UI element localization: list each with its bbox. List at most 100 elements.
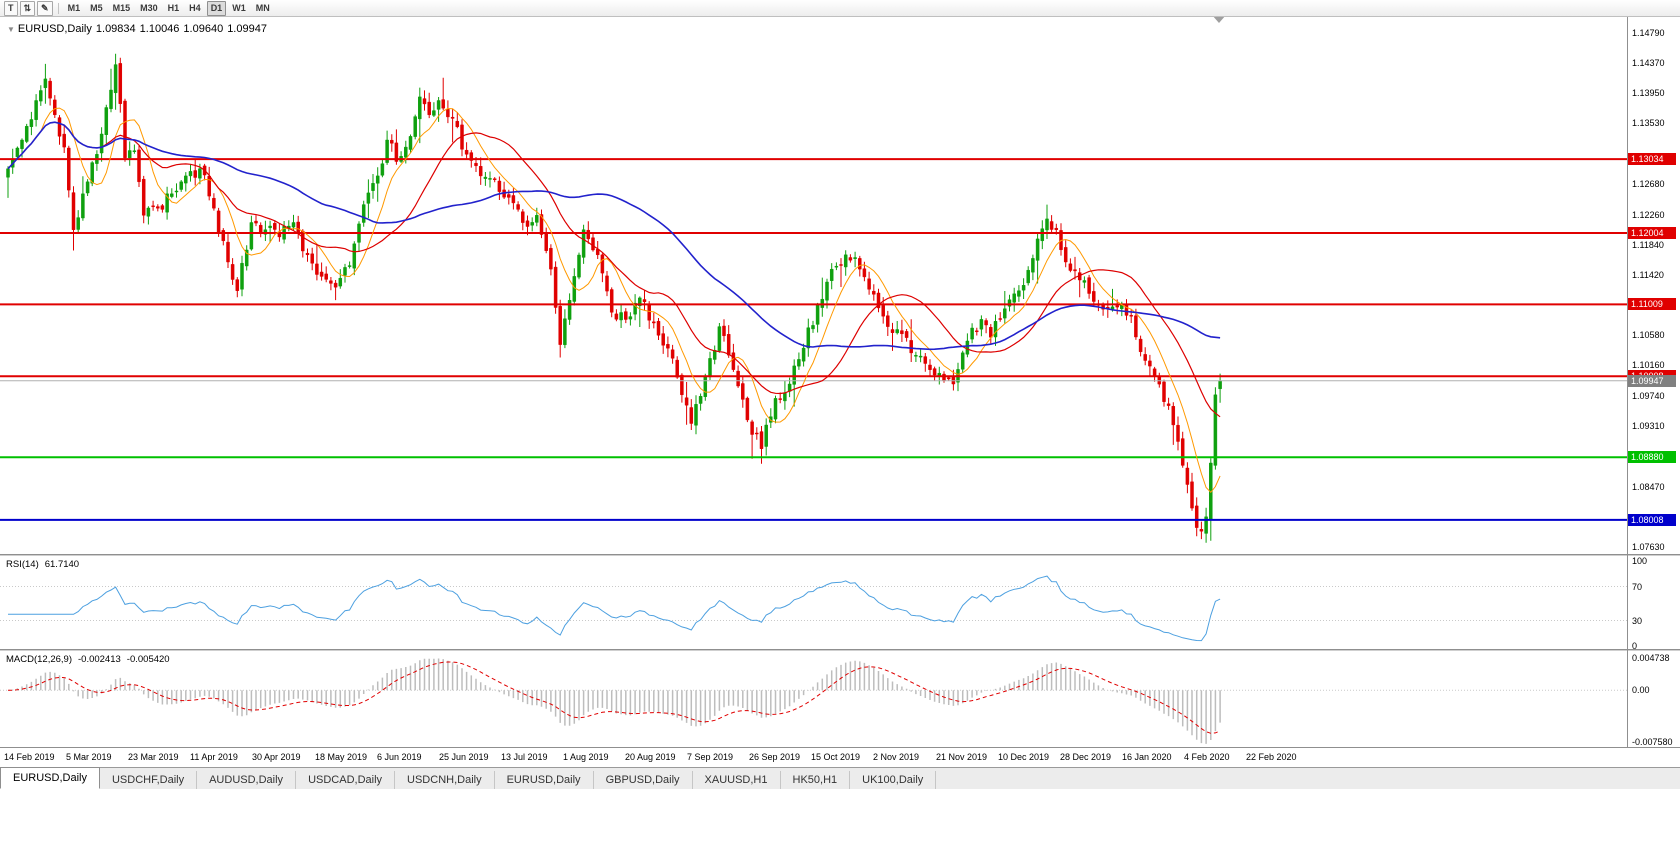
price-chart-pane[interactable]	[0, 17, 1680, 554]
down-candle-bodies	[48, 63, 1204, 532]
timeframe-button-m15[interactable]: M15	[112, 2, 131, 13]
date-axis-label: 10 Dec 2019	[998, 752, 1050, 762]
chart-toolbar: T ⇅ ✎ M1 M5 M15 M30 H1 H4 D1 W1 MN	[0, 0, 1680, 17]
macd-main-value: -0.002413	[78, 654, 121, 665]
moving-average-21-line	[7, 121, 1221, 418]
rsi-axis-tick: 0	[1632, 641, 1638, 651]
ohlc-low-value: 1.09640	[183, 23, 224, 35]
timeframe-button-mn[interactable]: MN	[255, 2, 270, 13]
date-axis-label: 28 Dec 2019	[1060, 752, 1112, 762]
chart-shift-marker[interactable]	[1212, 15, 1226, 23]
date-axis-label: 21 Nov 2019	[936, 752, 988, 762]
rsi-pane-header: RSI(14) 61.7140	[6, 559, 85, 570]
chart-tab-5-eurusd-daily[interactable]: EURUSD,Daily	[495, 771, 594, 789]
macd-signal-line	[7, 661, 1221, 734]
price-axis-tick: 1.14370	[1632, 58, 1665, 68]
bid-price-label: 1.09947	[1628, 375, 1676, 387]
toolbar-separator	[57, 2, 59, 14]
date-axis-label: 1 Aug 2019	[563, 752, 609, 762]
price-level-label-1.08008: 1.08008	[1628, 514, 1676, 526]
timeframe-button-m5[interactable]: M5	[90, 2, 103, 13]
chart-tab-7-xauusd-h1[interactable]: XAUUSD,H1	[693, 771, 781, 789]
one-click-trading-arrow-icon[interactable]: ▼	[7, 25, 15, 34]
macd-pane-header: MACD(12,26,9) -0.002413 -0.005420	[6, 654, 176, 665]
price-axis-border	[1627, 17, 1628, 747]
price-level-label-1.13034: 1.13034	[1628, 153, 1676, 165]
date-axis-label: 25 Jun 2019	[439, 752, 489, 762]
cursor-mode-tool-button[interactable]: ⇅	[19, 0, 36, 16]
date-axis-label: 15 Oct 2019	[811, 752, 861, 762]
date-axis-label: 16 Jan 2020	[1122, 752, 1172, 762]
rsi-axis-tick: 30	[1632, 616, 1643, 626]
price-axis-tick: 1.13530	[1632, 118, 1665, 128]
templates-tool-button[interactable]: T	[4, 0, 18, 16]
price-level-label-1.11009: 1.11009	[1628, 298, 1676, 310]
timeframe-button-h4[interactable]: H4	[189, 2, 201, 13]
date-axis-label: 20 Aug 2019	[625, 752, 676, 762]
pane-separator-macd[interactable]	[0, 649, 1680, 651]
rsi-indicator-name: RSI(14)	[6, 559, 39, 570]
chart-tab-2-audusd-daily[interactable]: AUDUSD,Daily	[197, 771, 297, 789]
pane-separator-rsi[interactable]	[0, 554, 1680, 556]
price-axis-tick: 1.09740	[1632, 391, 1665, 401]
timeframe-button-h1[interactable]: H1	[167, 2, 180, 13]
up-candle-wicks	[7, 53, 1221, 543]
date-axis-label: 5 Mar 2019	[66, 752, 112, 762]
chart-tab-0-eurusd-daily[interactable]: EURUSD,Daily	[0, 767, 100, 789]
chart-tabs-bar: EURUSD,Daily USDCHF,Daily AUDUSD,Daily USDC…	[0, 767, 1680, 789]
macd-indicator-name: MACD(12,26,9)	[6, 654, 72, 665]
price-level-label-1.12004: 1.12004	[1628, 227, 1676, 239]
ohlc-high-value: 1.10046	[139, 23, 180, 35]
moving-average-55-line	[7, 121, 1221, 351]
date-axis-label: 22 Feb 2020	[1246, 752, 1297, 762]
moving-average-8-line	[7, 107, 1221, 494]
price-axis-tick: 1.13950	[1632, 88, 1665, 98]
price-axis-tick: 1.10580	[1632, 330, 1665, 340]
timeframe-button-m1[interactable]: M1	[67, 2, 81, 13]
rsi-axis-tick: 100	[1632, 556, 1648, 566]
date-axis-label: 18 May 2019	[315, 752, 368, 762]
chart-tab-1-usdchf-daily[interactable]: USDCHF,Daily	[100, 771, 198, 789]
price-axis-tick: 1.08470	[1632, 482, 1665, 492]
ohlc-close-value: 1.09947	[227, 23, 267, 35]
timeframe-button-w1[interactable]: W1	[232, 2, 246, 13]
date-axis-label: 26 Sep 2019	[749, 752, 801, 762]
chart-tab-4-usdcnh-daily[interactable]: USDCNH,Daily	[395, 771, 495, 789]
date-axis-label: 14 Feb 2019	[4, 752, 55, 762]
chart-ohlc-header: ▼ EURUSD,Daily 1.09834 1.10046 1.09640 1.0994…	[7, 23, 271, 35]
chart-tab-9-uk100-daily[interactable]: UK100,Daily	[850, 771, 937, 789]
price-level-label-1.08880: 1.08880	[1628, 451, 1676, 463]
macd-signal-value: -0.005420	[126, 654, 170, 665]
date-axis-label: 23 Mar 2019	[128, 752, 179, 762]
price-axis-tick: 1.11420	[1632, 270, 1664, 280]
chart-tab-3-usdcad-daily[interactable]: USDCAD,Daily	[296, 771, 396, 789]
draw-objects-tool-button[interactable]: ✎	[37, 0, 53, 16]
rsi-current-value: 61.7140	[44, 559, 80, 570]
macd-axis-tick: -0.007580	[1632, 737, 1673, 747]
chart-tab-6-gbpusd-daily[interactable]: GBPUSD,Daily	[594, 771, 693, 789]
timeframe-button-m30[interactable]: M30	[140, 2, 158, 13]
macd-histogram	[11, 658, 1221, 744]
price-axis-tick: 1.12260	[1632, 210, 1665, 220]
chart-tab-8-hk50-h1[interactable]: HK50,H1	[781, 771, 851, 789]
macd-axis-tick: 0.00	[1632, 685, 1650, 695]
date-axis-label: 4 Feb 2020	[1184, 752, 1230, 762]
price-axis-tick: 1.14790	[1632, 28, 1665, 38]
date-axis-label: 30 Apr 2019	[252, 752, 301, 762]
price-axis-tick: 1.12680	[1632, 179, 1665, 189]
ohlc-open-value: 1.09834	[95, 23, 136, 35]
rsi-axis-tick: 70	[1632, 582, 1643, 592]
timeframe-button-d1[interactable]: D1	[206, 0, 227, 16]
rsi-indicator-pane[interactable]	[0, 556, 1680, 649]
macd-axis-tick: 0.004738	[1632, 653, 1670, 663]
up-candle-bodies	[6, 64, 1222, 534]
date-axis-label: 11 Apr 2019	[190, 752, 238, 762]
macd-indicator-pane[interactable]	[0, 651, 1680, 747]
price-axis-tick: 1.11840	[1632, 240, 1664, 250]
date-axis-label: 7 Sep 2019	[687, 752, 734, 762]
price-axis-tick: 1.07630	[1632, 542, 1665, 552]
date-axis-label: 13 Jul 2019	[501, 752, 548, 762]
date-axis[interactable]: 14 Feb 2019 5 Mar 2019 23 Mar 2019 11 Apr 2…	[0, 747, 1680, 767]
chart-symbol-label: EURUSD,Daily	[17, 23, 92, 35]
